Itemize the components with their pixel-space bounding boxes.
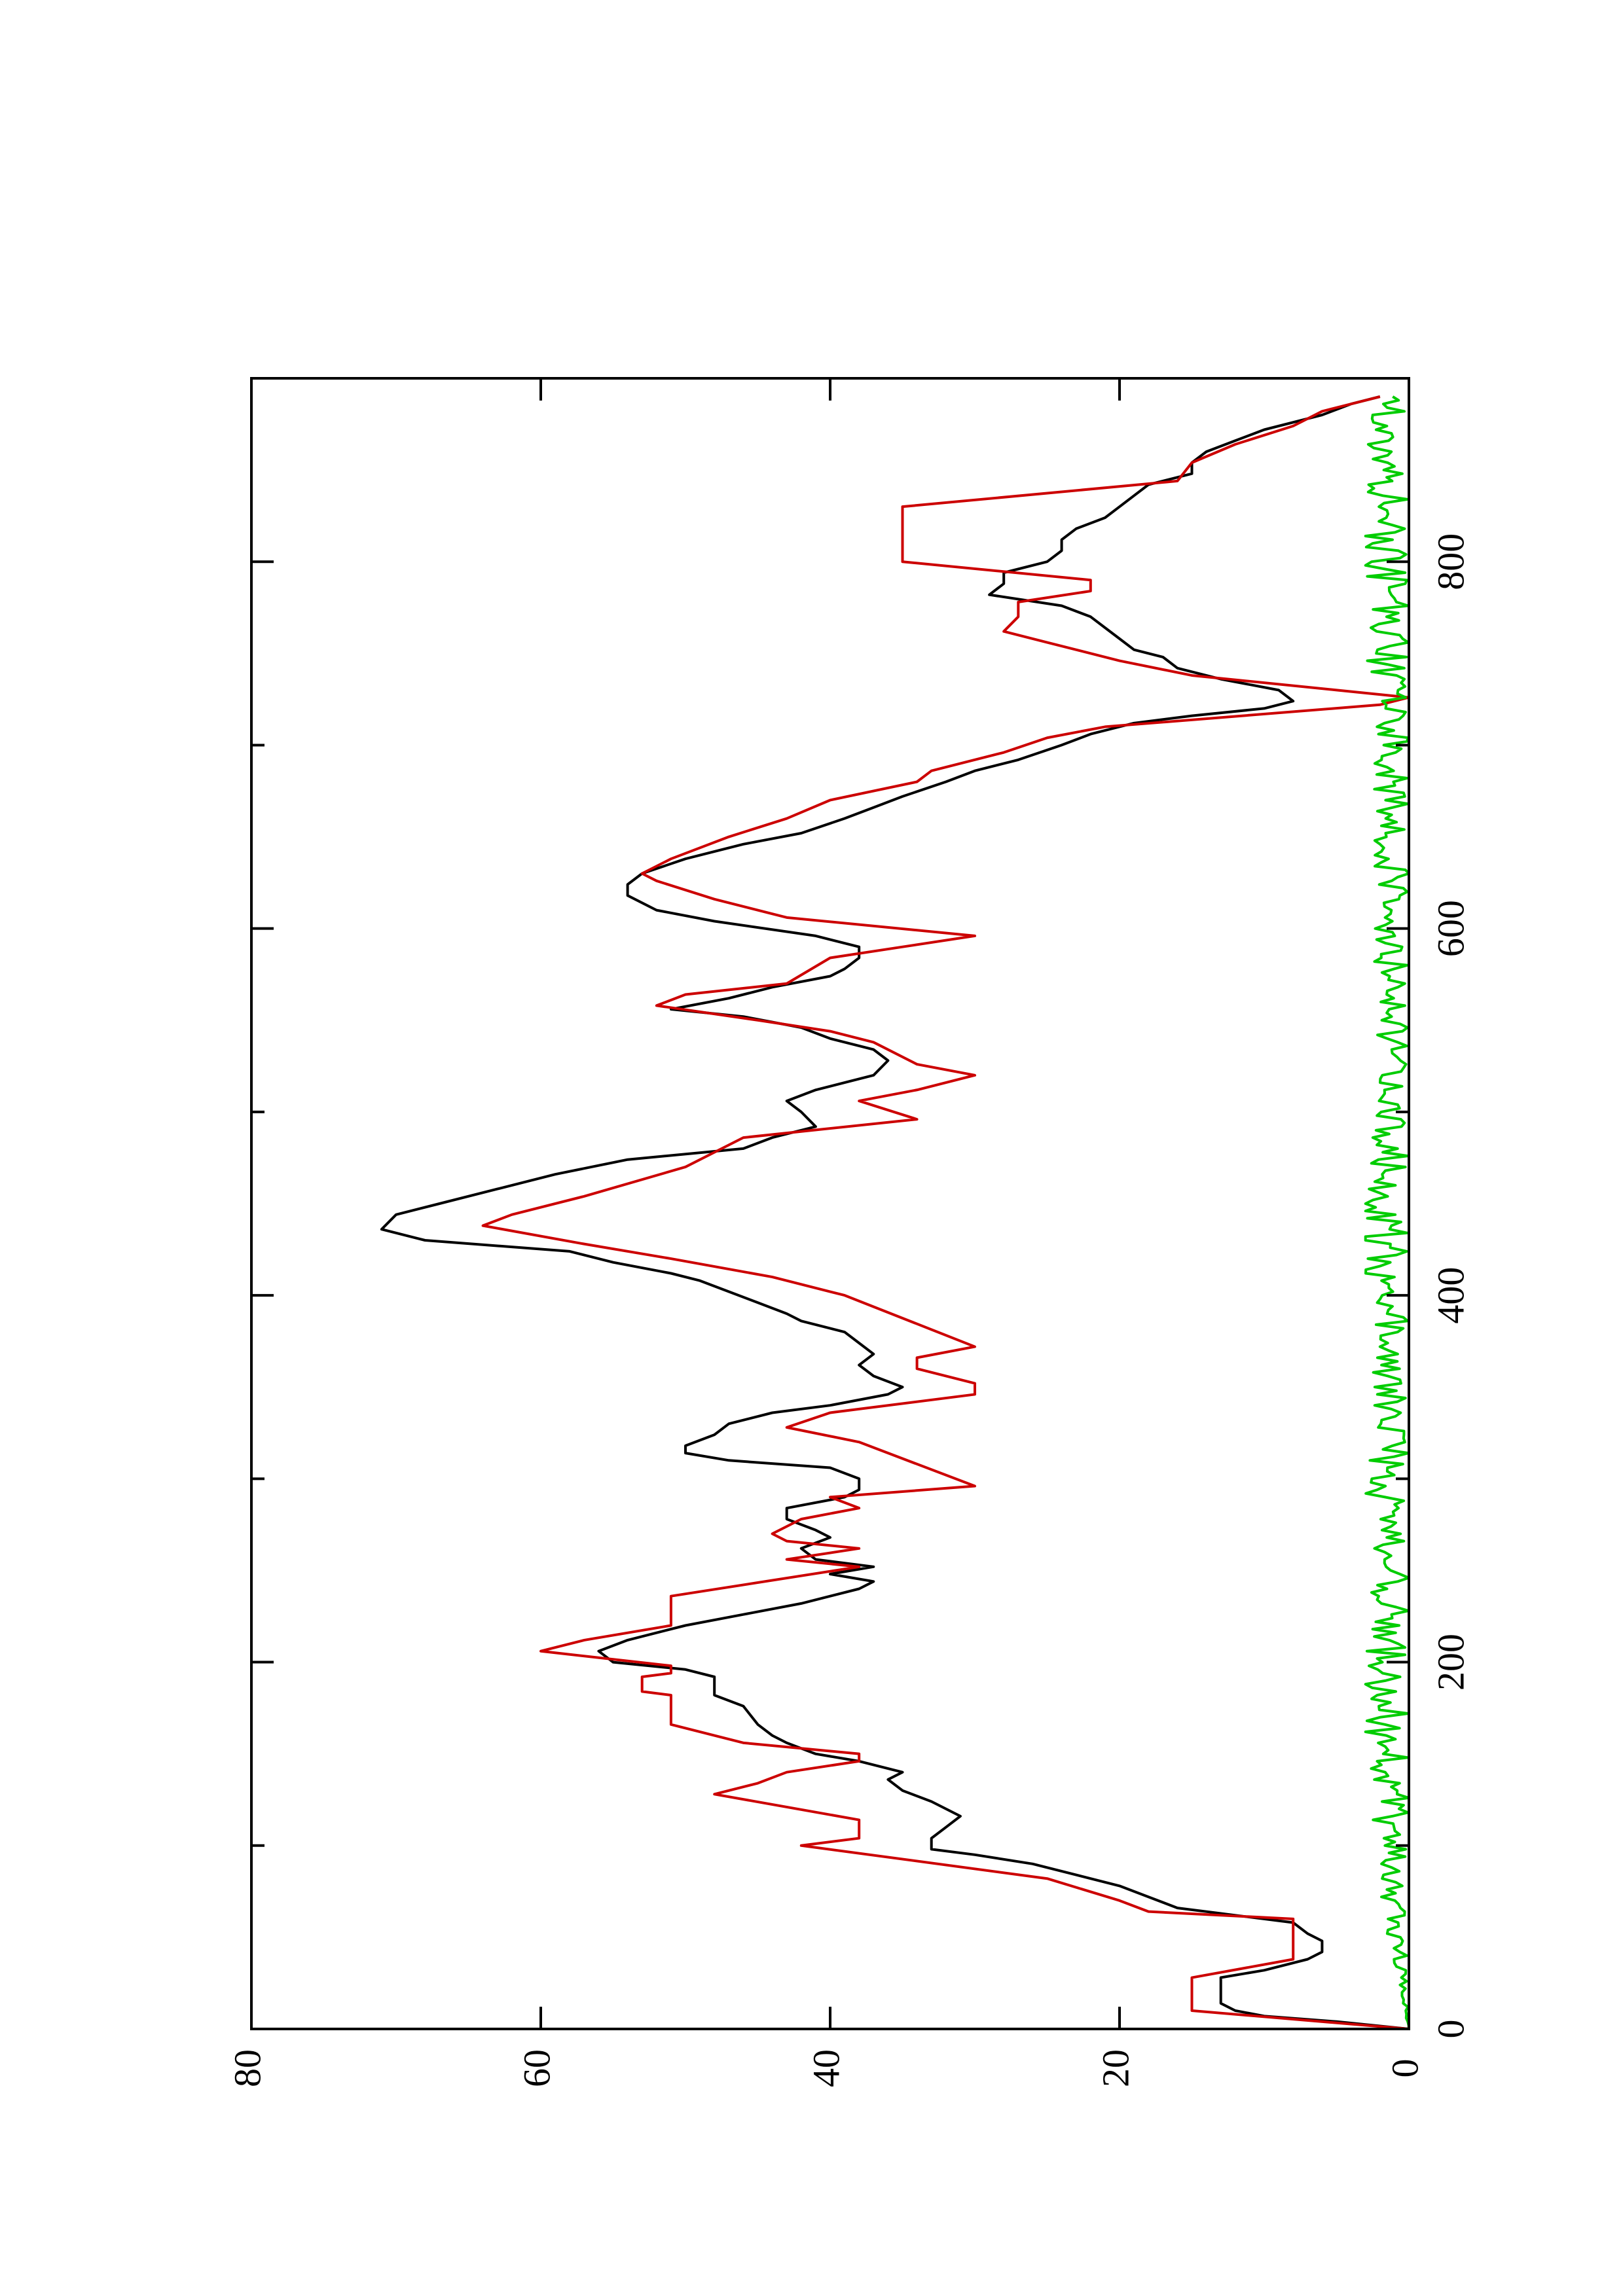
y-tick-label: 80 [226, 2049, 268, 2087]
series-layer [380, 395, 1409, 2029]
x-tick-label: 600 [1429, 900, 1472, 957]
ticks-layer [250, 378, 1410, 2030]
plot-frame [250, 377, 1410, 2030]
y-tick-label: 40 [805, 2049, 847, 2087]
series-line-2 [1364, 395, 1409, 2029]
y-tick-label: 60 [515, 2049, 558, 2087]
series-line-1 [481, 395, 1409, 2029]
y-tick-label: 20 [1094, 2049, 1137, 2087]
x-tick-label: 0 [1429, 2020, 1472, 2039]
labels-layer: 0 200 400 600 800 0 20 40 60 80 [226, 533, 1472, 2087]
y-tick-label: 0 [1383, 2059, 1426, 2078]
x-tick-label: 400 [1429, 1267, 1472, 1324]
x-tick-label: 200 [1429, 1634, 1472, 1691]
series-line-0 [380, 395, 1409, 2029]
x-tick-label: 800 [1429, 533, 1472, 590]
